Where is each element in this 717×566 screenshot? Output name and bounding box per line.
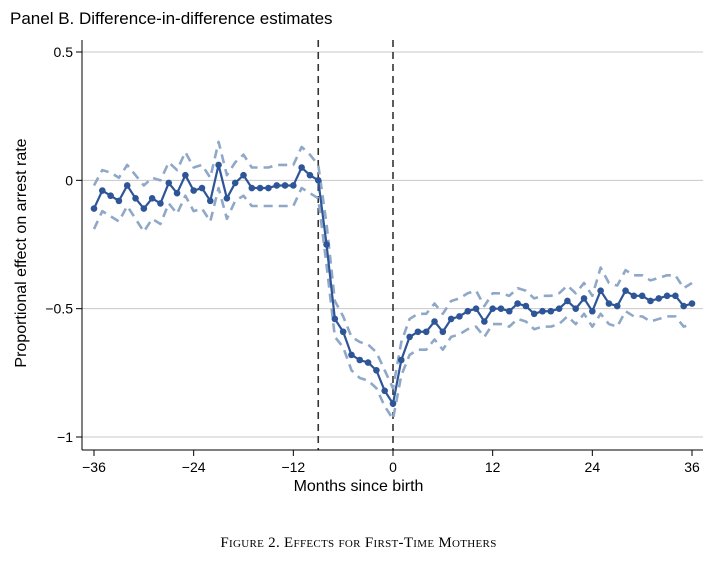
estimate-point [215,161,222,169]
estimate-point [638,292,646,300]
estimate-point [90,205,98,212]
estimate-point [206,197,214,205]
estimate-point [489,305,496,312]
estimate-point [447,315,455,323]
estimate-point [406,333,413,341]
x-tick-label: 12 [485,459,501,475]
estimate-point [331,315,339,323]
estimate-point [481,318,488,325]
estimate-point [688,300,696,307]
estimate-point [456,313,463,320]
estimate-point [497,305,505,312]
estimate-point [223,195,231,202]
x-tick-label: −12 [281,459,305,475]
estimate-point [647,297,654,305]
estimate-point [381,387,388,395]
estimate-point [140,205,148,212]
ci-upper-line [92,140,693,390]
estimate-point [530,310,538,318]
panel-title: Panel B. Difference-in-difference estima… [10,9,333,28]
estimate-point [190,187,197,194]
y-tick-label: −0.5 [45,301,73,317]
estimate-point [539,307,546,315]
estimate-point [99,187,106,194]
estimate-point [398,356,405,364]
estimate-point [663,292,671,300]
estimate-point [389,400,397,407]
estimate-point [505,307,513,315]
estimate-point [373,366,380,374]
x-tick-label: 0 [389,459,397,475]
estimate-point [431,318,438,325]
estimate-point [123,182,131,189]
estimate-point [439,328,447,336]
estimate-point [414,328,422,336]
estimate-point [580,295,588,302]
x-axis-title: Months since birth [293,478,424,495]
estimate-point [464,307,472,315]
estimate-point [348,351,355,359]
estimate-point [248,184,256,192]
estimate-point [182,171,189,179]
estimate-point [148,195,156,202]
estimate-point [281,182,289,189]
x-tick-label: 36 [684,459,700,475]
y-axis-title: Proportional effect on arrest rate [13,138,30,368]
estimate-point [572,305,580,312]
estimate-point [173,189,181,197]
estimate-point [514,300,521,307]
estimate-point [323,241,330,248]
estimate-point [107,192,114,200]
estimate-point [364,359,372,366]
y-tick-label: 0 [65,172,73,188]
x-tick-label: −36 [82,459,106,475]
estimate-point [231,179,239,187]
estimate-point [655,295,663,302]
estimate-point [547,307,555,315]
estimate-point [314,177,322,184]
estimate-point [605,300,613,307]
ci-lower-line [92,186,693,421]
estimate-point [630,292,638,300]
axis-layer: 0.5 0 −0.5 −1 −36 −24 −12 0 12 24 36 [45,40,703,475]
estimate-point [672,292,679,300]
x-tick-label: 24 [585,459,601,475]
estimate-point [198,184,206,192]
estimate-point [157,200,164,207]
x-tick-label: −24 [182,459,206,475]
estimate-point [680,302,687,310]
estimate-point [290,182,297,189]
estimate-point [240,171,247,179]
estimate-point [613,302,621,310]
figure-caption: Figure 2. Effects for First-Time Mothers [220,535,497,551]
y-tick-label: −1 [57,429,73,445]
estimate-point [422,328,430,336]
estimate-point [597,287,604,295]
estimate-point [564,297,571,305]
estimate-point [115,197,123,205]
estimate-point [472,305,480,312]
y-tick-label: 0.5 [54,44,74,60]
vertical-lines [317,40,394,450]
estimate-point [165,179,173,187]
estimate-point [555,305,563,312]
estimate-point [306,171,314,179]
estimate-point [298,164,305,171]
estimate-point [265,184,272,192]
estimate-point [622,287,629,295]
estimate-point [356,356,364,364]
estimate-point [132,195,139,202]
estimate-point [273,182,281,189]
ci-layer [92,140,693,421]
estimate-point [522,302,530,310]
estimate-point [589,307,596,315]
estimate-point [256,184,264,192]
series-layer [90,161,696,407]
estimate-point [339,328,347,336]
